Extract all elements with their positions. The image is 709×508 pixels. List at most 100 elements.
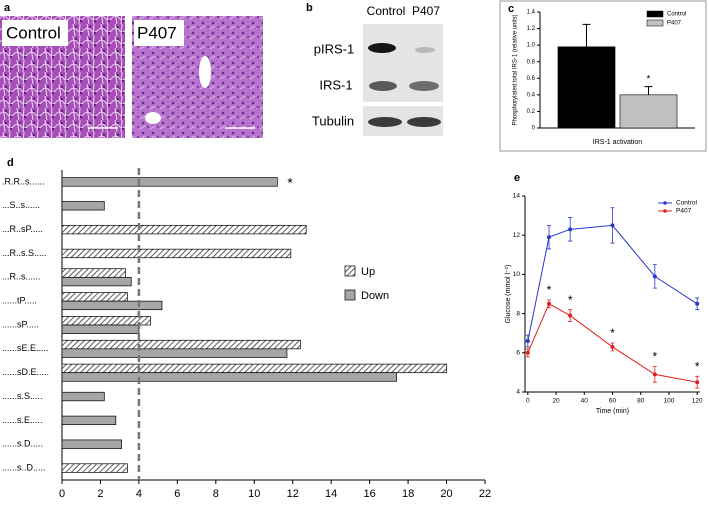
legend-swatch — [646, 19, 664, 27]
x-tick-label: 20 — [552, 398, 560, 405]
y-tick-label: 0.8 — [527, 59, 536, 65]
series-line — [527, 303, 698, 383]
bar — [61, 372, 397, 382]
y-axis-label: Glucose (mmol l⁻¹) — [505, 265, 512, 324]
category-label: ......s..D..... — [2, 462, 46, 472]
micrograph-label: Control — [6, 23, 61, 42]
legend-marker — [663, 201, 667, 205]
y-tick-label: 0.6 — [527, 76, 536, 82]
bar — [619, 94, 678, 129]
band — [368, 43, 396, 53]
y-tick-label: 12 — [513, 232, 521, 239]
y-tick-label: 6 — [516, 350, 520, 357]
legend-label: Down — [361, 290, 389, 302]
marker — [525, 339, 530, 344]
marker — [652, 372, 657, 377]
x-tick-label: 40 — [581, 398, 589, 405]
marker — [546, 301, 551, 306]
bar — [61, 276, 132, 287]
bar — [557, 46, 616, 129]
panel-label: e — [514, 172, 520, 184]
legend-label: P407 — [667, 21, 682, 27]
x-tick-label: 60 — [609, 398, 617, 405]
marker — [695, 380, 700, 385]
marker — [610, 344, 615, 349]
bar — [61, 439, 122, 449]
column-label: Control — [367, 4, 406, 18]
annotation: * — [547, 283, 552, 297]
x-tick-label: 8 — [213, 488, 219, 500]
marker — [610, 223, 615, 228]
error-bar — [644, 86, 653, 95]
x-tick-label: 80 — [637, 398, 645, 405]
bar — [61, 268, 126, 278]
column-label: P407 — [412, 4, 440, 18]
x-tick-label: 0 — [526, 398, 530, 405]
bar — [61, 300, 163, 311]
marker — [652, 274, 657, 279]
legend-label: Control — [676, 200, 698, 207]
y-tick-label: 0.4 — [527, 92, 536, 98]
x-tick-label: 4 — [136, 488, 142, 500]
panel-frame — [499, 0, 707, 152]
marker — [695, 301, 700, 306]
row-label: Tubulin — [312, 113, 354, 128]
row-label: IRS-1 — [319, 77, 352, 92]
x-tick-label: IRS-1 activation — [593, 139, 643, 146]
legend-label: P407 — [676, 208, 692, 215]
bar — [61, 248, 292, 259]
y-axis-label: Phosphorylated:total IRS-1 (relative uni… — [513, 14, 519, 125]
category-label: ...S..s...... — [2, 200, 40, 210]
category-label: ......sD.E..... — [2, 367, 49, 377]
label-box — [134, 20, 184, 46]
category-label: ......s.S..... — [2, 391, 43, 401]
x-tick-label: 10 — [248, 488, 260, 500]
x-tick-label: 12 — [287, 488, 299, 500]
x-tick-label: 0 — [59, 488, 65, 500]
bar — [61, 348, 288, 358]
band — [407, 117, 441, 127]
legend-label: Control — [667, 12, 686, 18]
bar — [61, 177, 278, 187]
series-line — [527, 224, 698, 342]
y-tick-label: 10 — [513, 271, 521, 278]
marker — [546, 235, 551, 240]
bar — [61, 339, 301, 350]
annotation: * — [287, 175, 293, 191]
x-tick-label: 14 — [325, 488, 337, 500]
x-tick-label: 120 — [692, 398, 703, 405]
band — [409, 81, 439, 91]
y-tick-label: 0.2 — [527, 109, 536, 115]
category-label: ......sP..... — [2, 319, 39, 329]
category-label: ...R..sP..... — [2, 224, 43, 234]
label-box — [2, 20, 68, 46]
y-tick-label: 0 — [532, 126, 536, 132]
panel-label: b — [306, 2, 313, 14]
bar — [61, 463, 128, 473]
bar — [61, 292, 128, 302]
y-tick-label: 4 — [516, 389, 520, 396]
annotation: * — [610, 326, 615, 340]
annotation: * — [568, 293, 573, 307]
bar — [61, 415, 117, 426]
legend-marker — [663, 209, 667, 213]
annotation: * — [653, 350, 658, 364]
x-tick-label: 20 — [440, 488, 452, 500]
panel-label: d — [7, 157, 14, 169]
annotation: * — [695, 359, 700, 373]
category-label: ......tP..... — [2, 296, 37, 306]
y-tick-label: 8 — [516, 310, 520, 317]
x-tick-label: 100 — [664, 398, 675, 405]
x-tick-label: 16 — [364, 488, 376, 500]
marker — [568, 227, 573, 232]
vessel — [145, 112, 161, 124]
row-label: pIRS-1 — [314, 41, 354, 56]
band — [415, 47, 435, 53]
vessel — [199, 56, 211, 88]
category-label: ......sE.E..... — [2, 343, 49, 353]
y-tick-label: 14 — [513, 193, 521, 200]
category-label: ......s.E..... — [2, 415, 43, 425]
legend-label: Up — [361, 266, 375, 278]
bar — [61, 363, 447, 374]
